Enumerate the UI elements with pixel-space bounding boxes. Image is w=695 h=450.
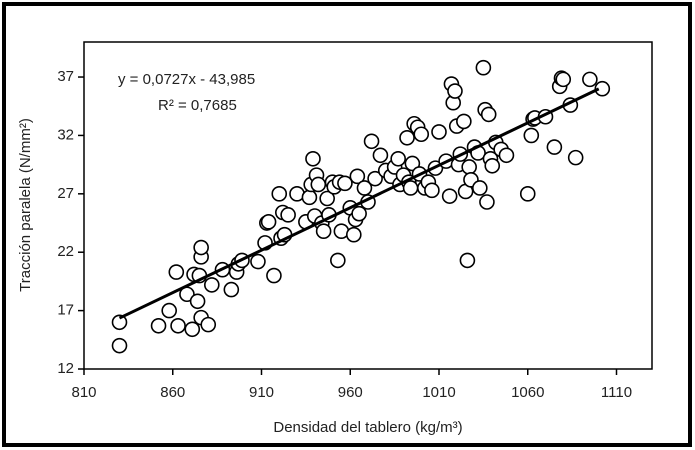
- point: [280, 207, 296, 223]
- point: [189, 293, 206, 310]
- x-axis-label: Densidad del tablero (kg/m³): [273, 419, 462, 436]
- point: [260, 214, 277, 230]
- x-tick-label: 1010: [422, 384, 455, 401]
- point: [431, 124, 447, 140]
- point: [456, 113, 472, 130]
- point: [193, 239, 209, 256]
- point: [184, 321, 201, 338]
- point: [484, 157, 501, 174]
- point: [345, 226, 362, 243]
- y-tick-label: 17: [57, 302, 74, 319]
- point: [367, 170, 383, 187]
- x-tick-label: 960: [338, 384, 363, 401]
- point: [301, 189, 318, 206]
- point: [337, 175, 353, 192]
- point: [402, 180, 419, 196]
- point: [310, 176, 327, 193]
- point: [475, 59, 492, 76]
- point: [349, 168, 366, 185]
- x-tick-label: 860: [160, 384, 185, 401]
- x-tick-label: 1110: [601, 384, 632, 401]
- point: [461, 159, 477, 175]
- trendline: [118, 87, 600, 320]
- point: [447, 83, 463, 99]
- point: [424, 182, 440, 199]
- point: [390, 150, 406, 167]
- point: [523, 127, 540, 144]
- y-tick-label: 32: [57, 126, 74, 143]
- y-axis-label: Tracción paralela (N/mm²): [17, 118, 34, 292]
- point: [594, 80, 611, 97]
- point: [319, 190, 335, 207]
- point: [459, 252, 476, 269]
- point: [204, 277, 220, 293]
- point: [480, 106, 497, 123]
- point: [200, 316, 217, 333]
- point: [441, 188, 458, 204]
- point: [271, 186, 288, 202]
- y-tick-label: 27: [57, 185, 74, 202]
- y-tick-label: 37: [57, 68, 74, 85]
- point: [170, 317, 186, 334]
- point: [519, 186, 536, 202]
- point: [472, 180, 488, 196]
- point: [315, 223, 332, 239]
- point: [111, 337, 128, 354]
- point: [555, 71, 572, 88]
- point: [399, 129, 415, 146]
- point: [404, 155, 421, 172]
- point: [567, 149, 584, 166]
- point: [582, 71, 598, 88]
- point: [305, 150, 321, 167]
- point: [330, 252, 346, 269]
- point: [111, 314, 128, 331]
- point: [363, 133, 380, 150]
- y-tick-label: 22: [57, 243, 74, 260]
- point: [498, 147, 515, 164]
- point: [161, 302, 177, 319]
- r2-label: R² = 0,7685: [158, 97, 237, 114]
- point: [150, 317, 167, 334]
- point: [250, 253, 266, 270]
- y-tick-label: 12: [57, 360, 74, 377]
- point: [372, 147, 389, 164]
- point: [413, 126, 430, 143]
- point: [546, 139, 563, 155]
- point: [223, 281, 240, 298]
- point: [168, 264, 185, 280]
- equation: y = 0,0727x - 43,985: [118, 71, 255, 88]
- point: [356, 180, 373, 196]
- point: [351, 205, 367, 222]
- x-tick-label: 910: [249, 384, 274, 401]
- point: [266, 267, 282, 284]
- point: [479, 194, 495, 210]
- x-tick-label: 1060: [511, 384, 544, 401]
- x-tick-label: 810: [71, 384, 96, 401]
